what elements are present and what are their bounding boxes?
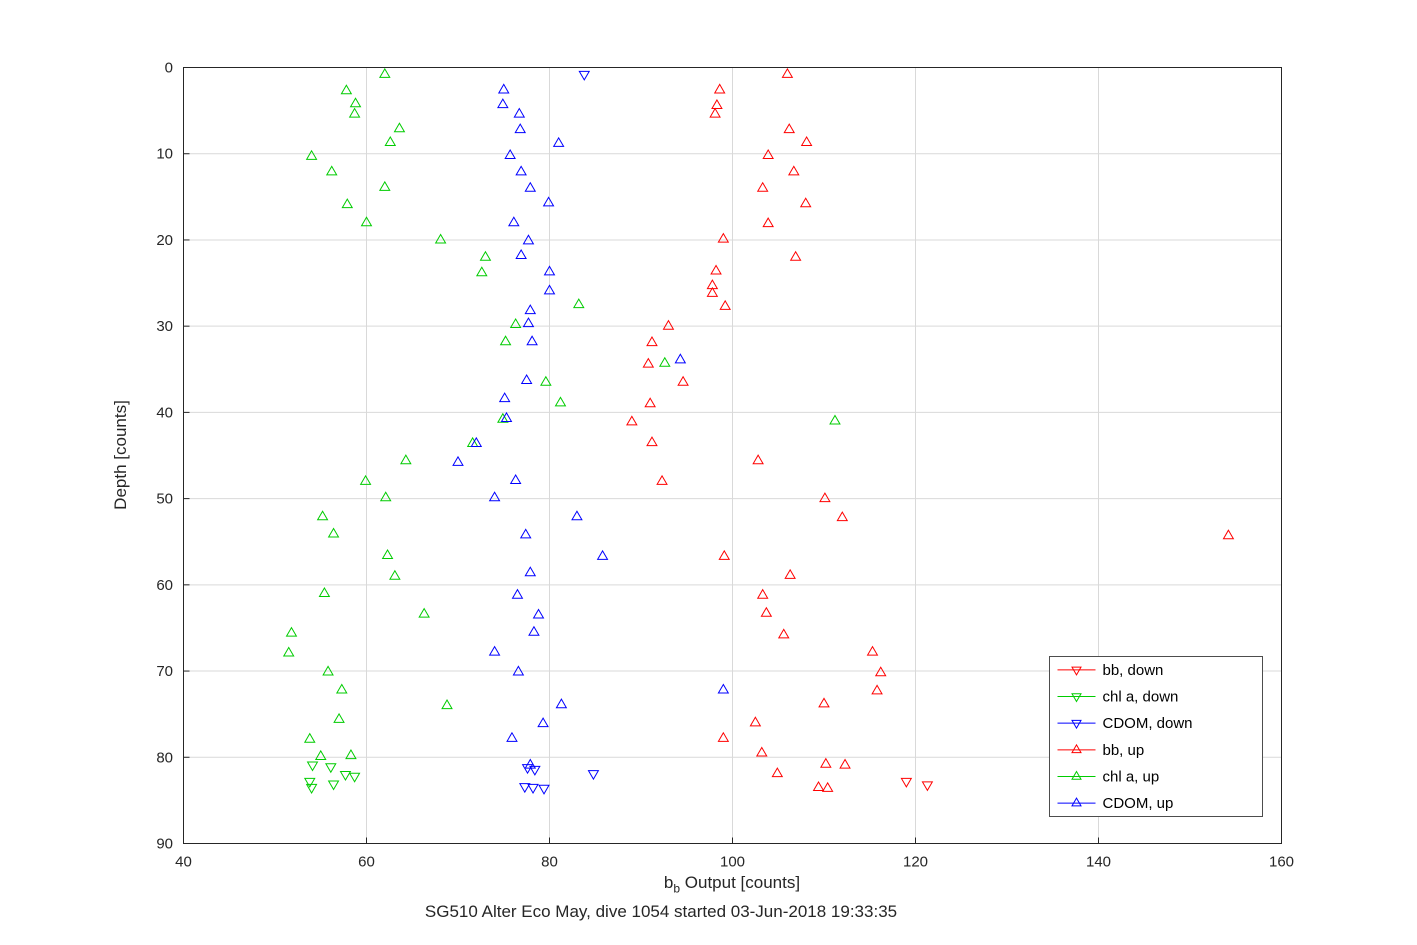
legend-marker-triangle-down <box>1071 693 1082 703</box>
legend-label: bb, down <box>1103 662 1164 679</box>
svg-text:20: 20 <box>156 232 173 249</box>
legend-label: bb, up <box>1103 742 1145 759</box>
svg-text:80: 80 <box>156 749 173 766</box>
legend-marker-triangle-up <box>1071 770 1082 780</box>
legend-label: chl a, down <box>1103 689 1179 706</box>
legend-entry-bb-down: bb, down <box>1057 662 1164 679</box>
svg-text:80: 80 <box>541 854 558 871</box>
figure-title: SG510 Alter Eco May, dive 1054 started 0… <box>424 902 898 921</box>
legend-marker-triangle-down <box>1071 719 1082 730</box>
series-bb-down <box>900 777 934 792</box>
legend-label: chl a, up <box>1103 769 1160 786</box>
legend-marker-triangle-up <box>1071 743 1082 754</box>
svg-text:40: 40 <box>175 854 192 871</box>
svg-text:30: 30 <box>156 318 173 335</box>
svg-text:40: 40 <box>156 404 173 421</box>
svg-text:100: 100 <box>720 854 745 871</box>
svg-text:160: 160 <box>1269 854 1294 871</box>
svg-text:10: 10 <box>156 146 173 163</box>
svg-text:50: 50 <box>156 491 173 508</box>
svg-text:90: 90 <box>156 836 173 853</box>
svg-text:0: 0 <box>165 60 173 77</box>
x-axis-label-base: b <box>663 873 674 892</box>
series-cdom-up <box>452 83 730 769</box>
svg-text:60: 60 <box>156 577 173 594</box>
legend-box <box>1049 656 1263 817</box>
svg-text:60: 60 <box>358 854 375 871</box>
series-chl-a-down <box>303 761 361 794</box>
svg-text:140: 140 <box>1086 854 1111 871</box>
legend-entry-chl-a-up: chl a, up <box>1057 769 1160 786</box>
legend-marker-triangle-up <box>1071 797 1082 807</box>
legend-entry-cdom-up: CDOM, up <box>1057 795 1174 812</box>
svg-text:120: 120 <box>903 854 928 871</box>
series-bb-up <box>626 67 1235 792</box>
y-tick-labels: 0 10 20 30 40 50 60 70 80 90 <box>156 60 173 853</box>
legend-entry-cdom-down: CDOM, down <box>1057 715 1193 732</box>
legend-label: CDOM, up <box>1103 795 1174 812</box>
legend-entry-chl-a-down: chl a, down <box>1057 689 1179 706</box>
series-chl-a-up <box>282 67 841 760</box>
x-axis-label: bb Output [counts] <box>183 873 1281 895</box>
x-axis-label-rest: Output [counts] <box>680 873 801 892</box>
series-cdom-down <box>518 70 600 795</box>
legend-entry-bb-up: bb, up <box>1057 742 1145 759</box>
legend: bb, down chl a, down CDOM, down bb, up chl a… <box>1049 656 1263 817</box>
legend-marker-triangle-down <box>1071 666 1082 676</box>
svg-text:70: 70 <box>156 663 173 680</box>
x-axis-label-subscript: b <box>673 881 681 896</box>
x-tick-labels: 40 60 80 100 120 140 160 <box>175 854 1294 871</box>
plot-border <box>183 67 1282 844</box>
legend-label: CDOM, down <box>1103 715 1193 732</box>
y-axis-label: Depth [counts] <box>111 400 130 510</box>
